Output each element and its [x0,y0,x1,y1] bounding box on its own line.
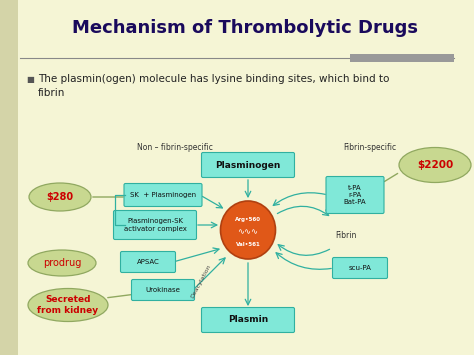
Text: $280: $280 [46,192,73,202]
Text: Fibrin-specific: Fibrin-specific [344,142,397,152]
Text: APSAC: APSAC [137,259,159,265]
Text: prodrug: prodrug [43,258,81,268]
FancyBboxPatch shape [332,257,388,279]
FancyBboxPatch shape [120,251,175,273]
FancyBboxPatch shape [201,153,294,178]
FancyBboxPatch shape [113,211,197,240]
Text: Plasmin: Plasmin [228,316,268,324]
Ellipse shape [28,250,96,276]
FancyBboxPatch shape [350,54,454,62]
Text: Val•561: Val•561 [236,241,260,246]
Ellipse shape [29,183,91,211]
FancyBboxPatch shape [131,279,194,300]
Text: ■: ■ [26,75,34,84]
FancyBboxPatch shape [0,0,18,355]
FancyBboxPatch shape [326,176,384,213]
Text: Urokinase: Urokinase [146,287,181,293]
Text: Non – fibrin-specific: Non – fibrin-specific [137,142,213,152]
Ellipse shape [28,289,108,322]
Text: scu-PA: scu-PA [348,265,372,271]
Text: Plasminogen-SK
activator complex: Plasminogen-SK activator complex [124,218,186,231]
FancyBboxPatch shape [201,307,294,333]
Ellipse shape [399,147,471,182]
Text: Arg•560: Arg•560 [235,218,261,223]
FancyBboxPatch shape [124,184,202,207]
Ellipse shape [220,201,275,259]
Text: Secreted
from kidney: Secreted from kidney [37,295,99,315]
Text: SK  + Plasminogen: SK + Plasminogen [130,192,196,198]
Text: ∿∿∿: ∿∿∿ [237,228,258,236]
Text: Fibrin: Fibrin [335,230,356,240]
Text: Plasminogen: Plasminogen [215,160,281,169]
Text: Mechanism of Thrombolytic Drugs: Mechanism of Thrombolytic Drugs [72,19,418,37]
Text: The plasmin(ogen) molecule has lysine binding sites, which bind to
fibrin: The plasmin(ogen) molecule has lysine bi… [38,74,389,98]
Text: Deacylation: Deacylation [190,263,212,299]
Text: t-PA
r-PA
Bat-PA: t-PA r-PA Bat-PA [344,185,366,205]
Text: $2200: $2200 [417,160,453,170]
